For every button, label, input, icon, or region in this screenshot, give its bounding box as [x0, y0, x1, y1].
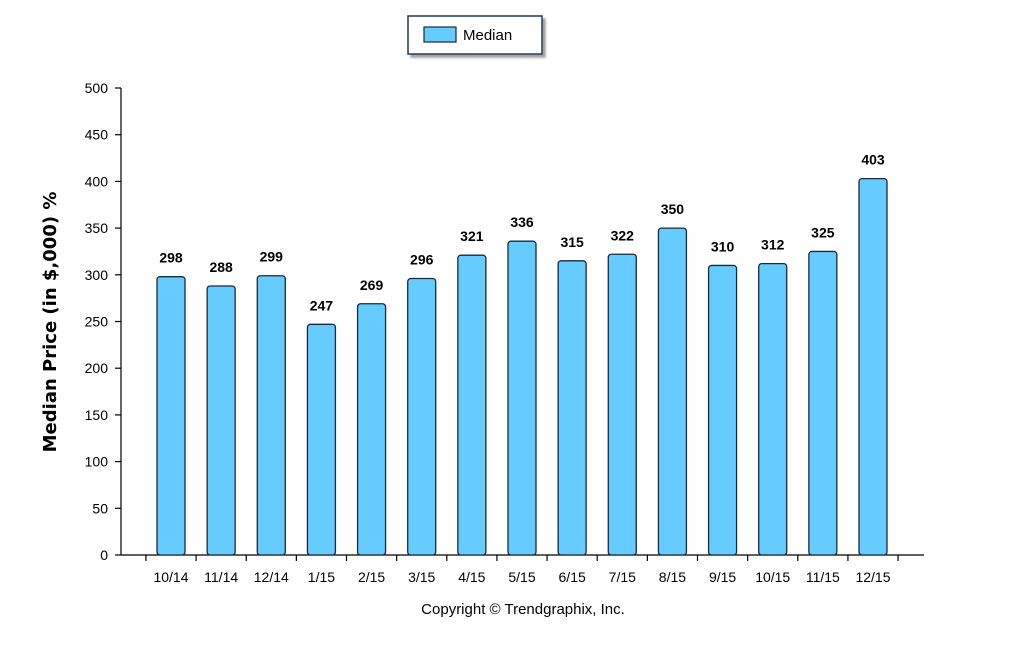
- x-tick-label: 12/15: [855, 569, 890, 585]
- x-tick-label: 7/15: [609, 569, 636, 585]
- y-tick-label: 300: [85, 267, 109, 283]
- x-tick-label: 1/15: [308, 569, 335, 585]
- x-axis-ticks: 10/14 11/14 12/14 1/15 2/15 3/15 4/15 5/15 6/15 7…: [145, 555, 899, 585]
- bar: [256, 275, 286, 556]
- y-tick-label: 500: [85, 80, 109, 96]
- bar: [657, 227, 688, 556]
- y-axis-ticks: 0 50 100 150 200 250 300 350 400 450 500: [85, 80, 121, 563]
- x-tick-label: 5/15: [508, 569, 535, 585]
- bar-value-label: 322: [611, 227, 635, 243]
- bar-value-label: 403: [861, 152, 885, 168]
- bar: [206, 285, 236, 556]
- legend-label: Median: [463, 27, 512, 44]
- bar-value-label: 288: [209, 259, 233, 275]
- x-tick-label: 9/15: [709, 569, 736, 585]
- y-axis-title: Median Price (in $,000) %: [40, 192, 61, 453]
- bar-value-label: 312: [761, 237, 785, 253]
- bar-value-label: 298: [159, 250, 183, 266]
- bar: [156, 276, 186, 556]
- x-tick-label: 10/14: [153, 569, 188, 585]
- x-tick-label: 10/15: [755, 569, 790, 585]
- bar: [306, 323, 337, 556]
- x-tick-label: 11/15: [806, 569, 840, 585]
- y-tick-label: 450: [85, 127, 109, 143]
- bar: [407, 277, 437, 556]
- x-tick-label: 12/14: [254, 569, 289, 585]
- y-tick-label: 250: [85, 314, 109, 330]
- bar: [607, 253, 637, 556]
- bar-value-label: 315: [560, 234, 584, 250]
- bar: [858, 177, 888, 556]
- bar: [507, 240, 537, 556]
- bar-value-label: 325: [811, 224, 835, 240]
- y-tick-label: 100: [85, 454, 109, 470]
- bar-series-median: [156, 177, 888, 556]
- legend: Median: [407, 15, 543, 55]
- y-tick-label: 0: [100, 547, 108, 563]
- x-tick-label: 4/15: [458, 569, 485, 585]
- bar: [457, 254, 487, 556]
- bar: [356, 303, 387, 556]
- y-tick-label: 200: [85, 360, 109, 376]
- bar-value-label: 310: [711, 238, 735, 254]
- data-labels: 298 288 299 247 269 296 321 336 315 322 350 310 312 3…: [159, 152, 885, 314]
- bar-value-label: 296: [410, 252, 434, 268]
- legend-swatch: [423, 26, 457, 43]
- x-tick-label: 11/14: [204, 569, 238, 585]
- bar-value-label: 299: [260, 249, 284, 265]
- bar-value-label: 269: [360, 277, 384, 293]
- bar: [808, 250, 838, 556]
- bar: [707, 264, 738, 556]
- x-tick-label: 2/15: [358, 569, 385, 585]
- bar-value-label: 336: [510, 214, 534, 230]
- y-tick-label: 50: [92, 500, 108, 516]
- y-tick-label: 400: [85, 173, 109, 189]
- bar-value-label: 321: [460, 228, 484, 244]
- x-tick-label: 8/15: [659, 569, 686, 585]
- x-tick-label: 3/15: [408, 569, 435, 585]
- bar: [557, 260, 587, 556]
- y-tick-label: 150: [85, 407, 109, 423]
- copyright-text: Copyright © Trendgraphix, Inc.: [421, 601, 625, 618]
- bar-value-label: 247: [310, 297, 334, 313]
- bar: [758, 262, 788, 556]
- x-tick-label: 6/15: [559, 569, 586, 585]
- y-tick-label: 350: [85, 220, 109, 236]
- bar-value-label: 350: [661, 201, 685, 217]
